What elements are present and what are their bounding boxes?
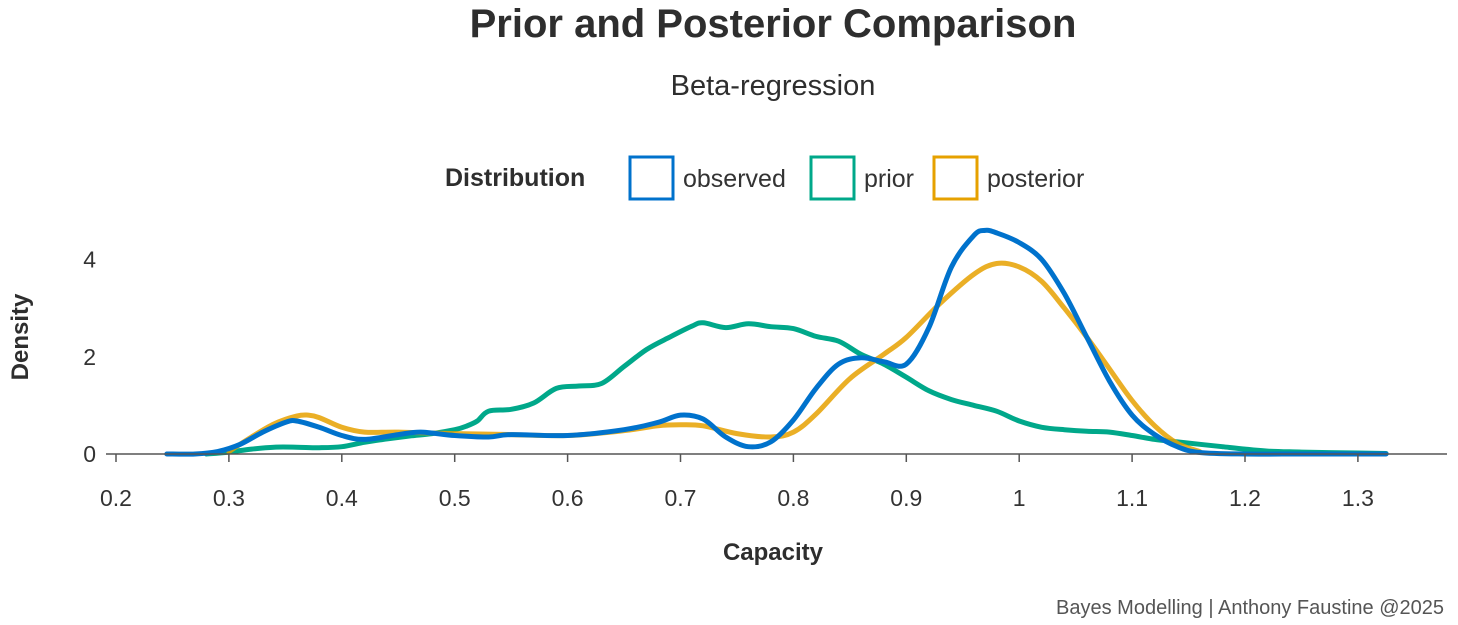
- y-tick-label: 0: [83, 441, 96, 467]
- legend-item-posterior: posterior: [932, 155, 1084, 201]
- y-tick-label: 4: [83, 247, 96, 273]
- legend-label-observed: observed: [683, 165, 786, 193]
- legend-label-posterior: posterior: [987, 165, 1084, 193]
- caption: Bayes Modelling | Anthony Faustine @2025: [1056, 597, 1444, 619]
- legend: Distribution observed prior posterior: [445, 155, 1084, 201]
- plot-area: [164, 227, 1389, 457]
- chart-title: Prior and Posterior Comparison: [470, 2, 1077, 46]
- x-tick-label: 0.3: [213, 485, 245, 511]
- series-line-posterior: [226, 260, 1203, 455]
- legend-item-observed: observed: [628, 155, 786, 201]
- x-tick-label: 1.3: [1342, 485, 1374, 511]
- x-tick-label: 0.2: [100, 485, 132, 511]
- y-axis-title: Density: [7, 293, 34, 380]
- legend-key-posterior: [932, 155, 979, 201]
- legend-item-prior: prior: [809, 155, 914, 201]
- series-line-observed: [164, 227, 1389, 457]
- y-tick-label: 2: [83, 344, 96, 370]
- x-tick-label: 1.2: [1229, 485, 1261, 511]
- legend-label-prior: prior: [864, 165, 914, 193]
- x-tick-label: 0.4: [326, 485, 358, 511]
- x-tick-label: 0.5: [439, 485, 471, 511]
- chart-subtitle: Beta-regression: [671, 70, 876, 102]
- x-tick-label: 0.8: [777, 485, 809, 511]
- y-axis: 0 2 4: [83, 247, 96, 467]
- x-tick-label: 1.1: [1116, 485, 1148, 511]
- legend-key-prior: [809, 155, 856, 201]
- series-line-prior: [203, 320, 1389, 457]
- legend-title: Distribution: [445, 164, 585, 192]
- x-tick-label: 0.9: [890, 485, 922, 511]
- x-tick-label: 0.7: [665, 485, 697, 511]
- legend-key-observed: [628, 155, 675, 201]
- x-tick-label: 0.6: [552, 485, 584, 511]
- x-axis: 0.2 0.3 0.4 0.5 0.6 0.7 0.8 0.9 1 1.1 1.2 1.3: [100, 454, 1374, 511]
- x-axis-title: Capacity: [723, 539, 824, 566]
- x-tick-label: 1: [1013, 485, 1026, 511]
